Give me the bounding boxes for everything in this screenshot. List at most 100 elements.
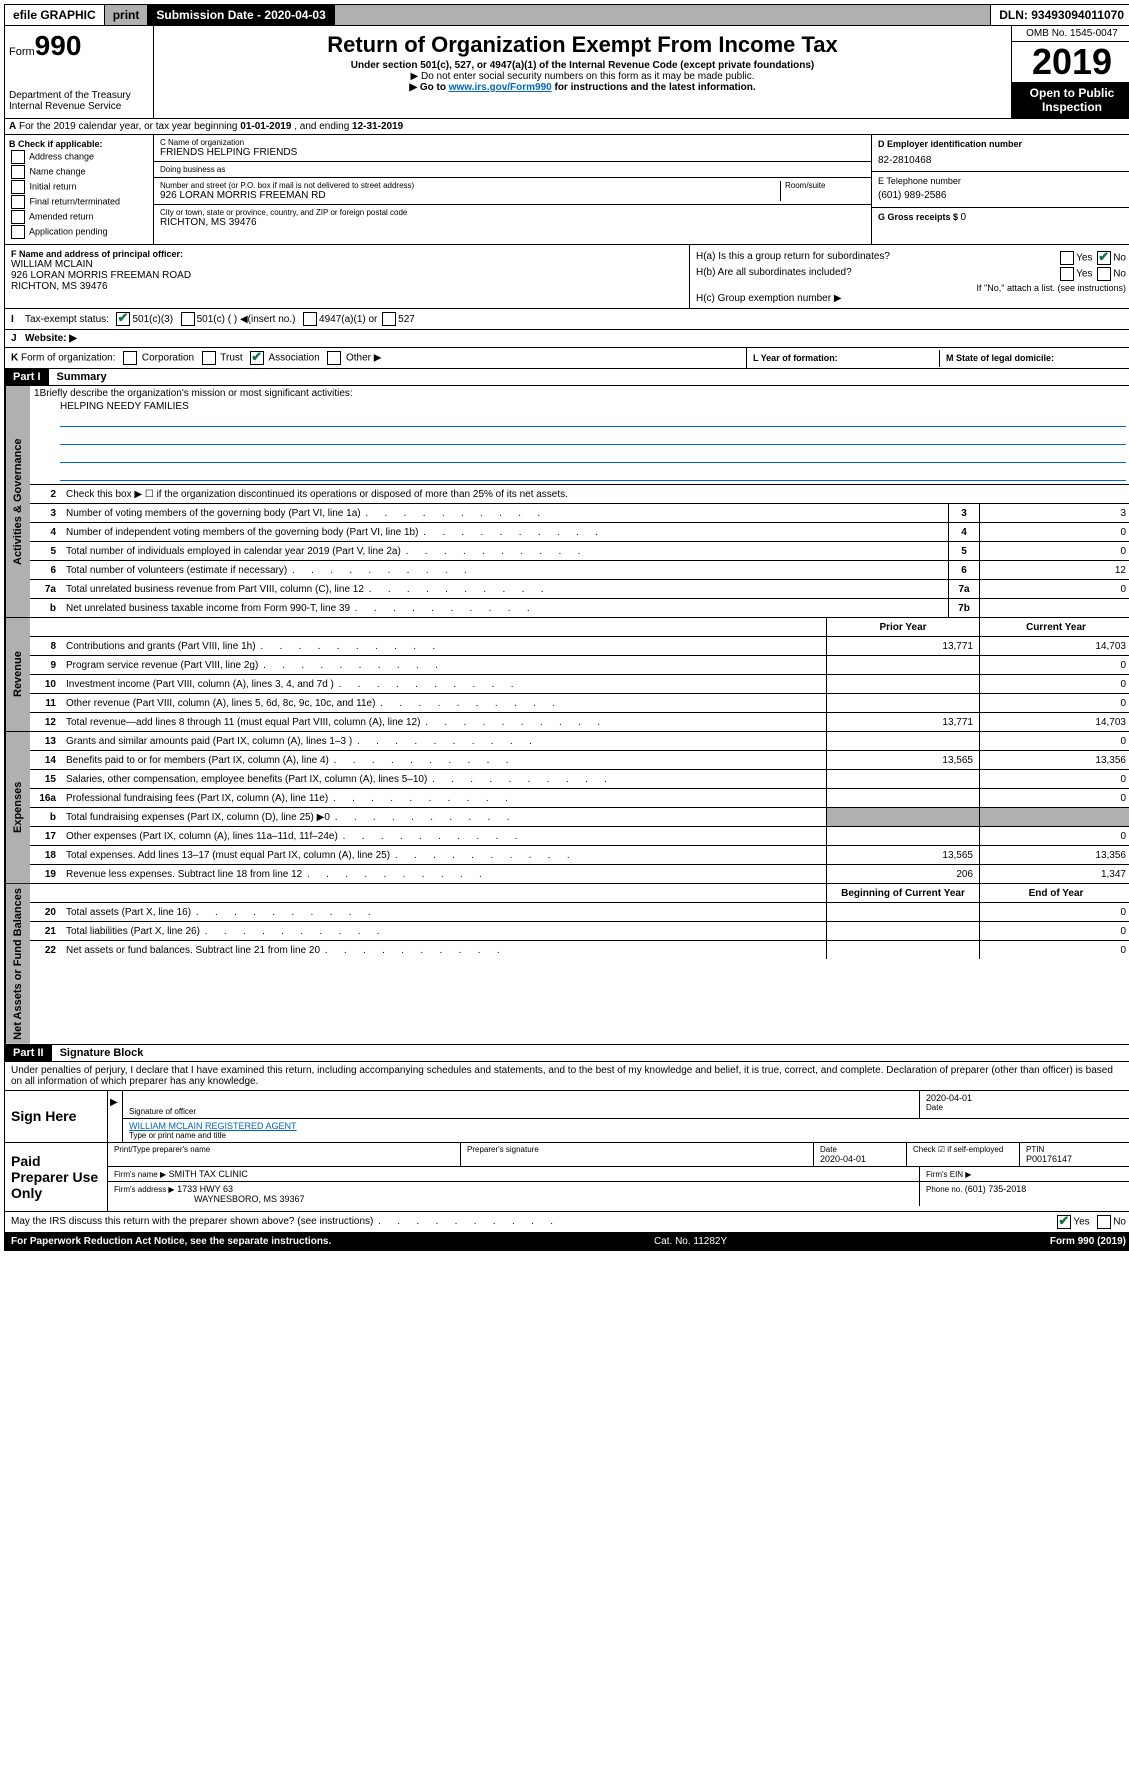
perjury-declaration: Under penalties of perjury, I declare th…	[4, 1062, 1129, 1091]
row-klm: K Form of organization: Corporation Trus…	[4, 348, 1129, 369]
exp-line-15: 15Salaries, other compensation, employee…	[30, 770, 1129, 789]
cb-initial-return[interactable]: Initial return	[9, 180, 149, 194]
paid-preparer-label: Paid Preparer Use Only	[5, 1143, 108, 1211]
rev-line-12: 12Total revenue—add lines 8 through 11 (…	[30, 713, 1129, 731]
discuss-yes[interactable]	[1057, 1215, 1071, 1229]
form-header: Form990 Department of the Treasury Inter…	[4, 26, 1129, 119]
hb-row: H(b) Are all subordinates included? Yes …	[696, 267, 1126, 281]
officer-name-cell: WILLIAM MCLAIN REGISTERED AGENT Type or …	[123, 1119, 1129, 1142]
pra-notice: For Paperwork Reduction Act Notice, see …	[11, 1236, 331, 1247]
addr-value: 926 LORAN MORRIS FREEMAN RD	[160, 190, 780, 201]
prep-name-cell: Print/Type preparer's name	[108, 1143, 461, 1166]
net-line-20: 20Total assets (Part X, line 16)0	[30, 903, 1129, 922]
print-button[interactable]: print	[105, 5, 149, 25]
open-public-badge: Open to Public Inspection	[1012, 82, 1129, 118]
col-de: D Employer identification number 82-2810…	[871, 135, 1129, 244]
cat-no: Cat. No. 11282Y	[654, 1236, 727, 1247]
ha-yes[interactable]	[1060, 251, 1074, 265]
vtab-governance: Activities & Governance	[5, 386, 30, 617]
gov-line-4: 4Number of independent voting members of…	[30, 523, 1129, 542]
prep-selfemp-cell: Check ☑ if self-employed	[907, 1143, 1020, 1166]
sign-here-block: Sign Here Signature of officer 2020-04-0…	[4, 1091, 1129, 1143]
addr-label: Number and street (or P.O. box if mail i…	[160, 181, 780, 190]
cb-527[interactable]	[382, 312, 396, 326]
topbar-spacer	[335, 5, 991, 25]
sign-here-label: Sign Here	[5, 1091, 108, 1142]
phone-value: (601) 989-2586	[878, 190, 1126, 201]
officer-label: F Name and address of principal officer:	[11, 249, 683, 259]
cb-app-pending[interactable]: Application pending	[9, 225, 149, 239]
instr-2: ▶ Go to www.irs.gov/Form990 for instruct…	[158, 82, 1007, 93]
gov-line-3: 3Number of voting members of the governi…	[30, 504, 1129, 523]
dept-label: Department of the Treasury	[9, 90, 149, 101]
ein-label: D Employer identification number	[878, 139, 1126, 149]
phone-block: E Telephone number (601) 989-2586	[872, 172, 1129, 209]
row-m: M State of legal domicile:	[940, 350, 1129, 367]
row-l: L Year of formation:	[747, 350, 940, 367]
block-fh: F Name and address of principal officer:…	[4, 245, 1129, 309]
form-subtitle: Under section 501(c), 527, or 4947(a)(1)…	[158, 60, 1007, 71]
cb-amended[interactable]: Amended return	[9, 210, 149, 224]
cb-501c[interactable]	[181, 312, 195, 326]
form-ref: Form 990 (2019)	[1050, 1236, 1126, 1247]
org-name: FRIENDS HELPING FRIENDS	[160, 147, 865, 158]
ein-block: D Employer identification number 82-2810…	[872, 135, 1129, 172]
ha-no[interactable]	[1097, 251, 1111, 265]
row-i-status: I Tax-exempt status: 501(c)(3) 501(c) ( …	[4, 309, 1129, 330]
cb-final-return[interactable]: Final return/terminated	[9, 195, 149, 209]
org-name-label: C Name of organization	[160, 138, 865, 147]
rev-line-10: 10Investment income (Part VIII, column (…	[30, 675, 1129, 694]
row-a-period: A For the 2019 calendar year, or tax yea…	[4, 119, 1129, 135]
exp-line-13: 13Grants and similar amounts paid (Part …	[30, 732, 1129, 751]
cb-4947[interactable]	[303, 312, 317, 326]
line-2: 2 Check this box ▶ ☐ if the organization…	[30, 485, 1129, 504]
gov-line-b: bNet unrelated business taxable income f…	[30, 599, 1129, 617]
hc-row: H(c) Group exemption number ▶	[696, 293, 1126, 304]
part2-badge: Part II	[5, 1045, 52, 1061]
cb-trust[interactable]	[202, 351, 216, 365]
gross-block: G Gross receipts $ 0	[872, 208, 1129, 244]
hb-no[interactable]	[1097, 267, 1111, 281]
officer-sig-cell: Signature of officer	[123, 1091, 920, 1118]
discuss-no[interactable]	[1097, 1215, 1111, 1229]
ein-value: 82-2810468	[878, 155, 1126, 166]
row-k: K Form of organization: Corporation Trus…	[5, 348, 747, 368]
gov-line-5: 5Total number of individuals employed in…	[30, 542, 1129, 561]
part1-title: Summary	[49, 369, 115, 385]
dln: DLN: 93493094011070	[991, 5, 1129, 25]
col-h-group: H(a) Is this a group return for subordin…	[690, 245, 1129, 308]
form-title: Return of Organization Exempt From Incom…	[158, 32, 1007, 58]
efile-label: efile GRAPHIC	[5, 5, 105, 25]
irs-link[interactable]: www.irs.gov/Form990	[449, 82, 552, 93]
end-year-hdr: End of Year	[979, 884, 1129, 902]
sign-arrow-icon	[108, 1091, 123, 1142]
exp-line-16a: 16aProfessional fundraising fees (Part I…	[30, 789, 1129, 808]
cb-assoc[interactable]	[250, 351, 264, 365]
net-header-row: Beginning of Current Year End of Year	[30, 884, 1129, 903]
exp-line-b: bTotal fundraising expenses (Part IX, co…	[30, 808, 1129, 827]
officer-name-link[interactable]: WILLIAM MCLAIN REGISTERED AGENT	[129, 1121, 297, 1131]
discuss-row: May the IRS discuss this return with the…	[4, 1212, 1129, 1233]
firm-ein-cell: Firm's EIN ▶	[920, 1167, 1129, 1181]
part2-title: Signature Block	[52, 1045, 152, 1061]
section-revenue: Revenue Prior Year Current Year 8Contrib…	[4, 618, 1129, 732]
part1-header: Part I Summary	[4, 369, 1129, 386]
cb-corp[interactable]	[123, 351, 137, 365]
net-line-22: 22Net assets or fund balances. Subtract …	[30, 941, 1129, 959]
cb-address-change[interactable]: Address change	[9, 150, 149, 164]
section-expenses: Expenses 13Grants and similar amounts pa…	[4, 732, 1129, 884]
cb-other[interactable]	[327, 351, 341, 365]
rev-line-9: 9Program service revenue (Part VIII, lin…	[30, 656, 1129, 675]
instr-1: ▶ Do not enter social security numbers o…	[158, 71, 1007, 82]
exp-line-17: 17Other expenses (Part IX, column (A), l…	[30, 827, 1129, 846]
room-label: Room/suite	[785, 181, 865, 190]
rev-line-8: 8Contributions and grants (Part VIII, li…	[30, 637, 1129, 656]
hb-note: If "No," attach a list. (see instruction…	[696, 283, 1126, 293]
cb-name-change[interactable]: Name change	[9, 165, 149, 179]
cb-501c3[interactable]	[116, 312, 130, 326]
phone-label: E Telephone number	[878, 176, 1126, 186]
section-net-assets: Net Assets or Fund Balances Beginning of…	[4, 884, 1129, 1045]
prep-date-cell: Date 2020-04-01	[814, 1143, 907, 1166]
hb-yes[interactable]	[1060, 267, 1074, 281]
firm-phone-cell: Phone no. (601) 735-2018	[920, 1182, 1129, 1206]
